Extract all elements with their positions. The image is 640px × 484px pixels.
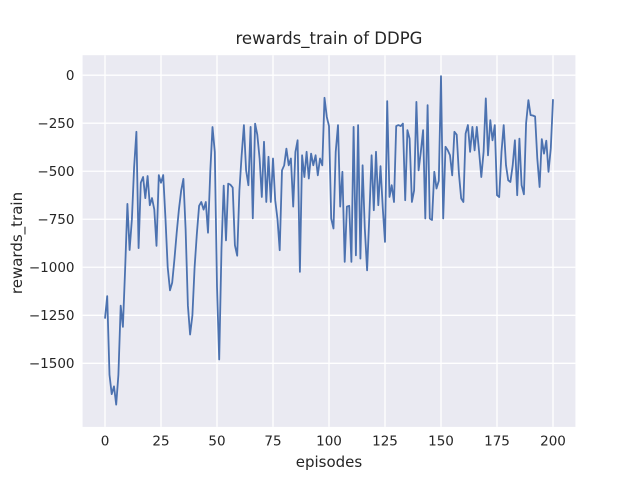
y-axis-label: rewards_train	[8, 192, 27, 294]
x-tick-label: 0	[101, 434, 110, 450]
x-tick-label: 150	[428, 434, 454, 450]
x-tick-label: 25	[152, 434, 169, 450]
y-tick-label: −1250	[29, 308, 75, 324]
x-tick-label: 100	[316, 434, 342, 450]
x-tick-labels: 0 25 50 75 100 125 150 175 200	[101, 434, 566, 450]
chart-title: rewards_train of DDPG	[236, 29, 423, 49]
x-tick-label: 175	[484, 434, 510, 450]
y-tick-label: 0	[66, 68, 75, 84]
x-axis-label: episodes	[296, 453, 363, 471]
x-tick-label: 75	[264, 434, 281, 450]
series-line-rewards-train	[104, 75, 554, 406]
y-tick-label: −500	[37, 164, 74, 180]
y-tick-labels: 0 −250 −500 −750 −1000 −1250 −1500	[29, 68, 75, 372]
y-tick-label: −250	[37, 116, 74, 132]
x-tick-label: 50	[208, 434, 225, 450]
x-tick-label: 200	[540, 434, 566, 450]
y-tick-label: −1000	[29, 260, 75, 276]
y-tick-label: −1500	[29, 356, 75, 372]
x-tick-label: 125	[372, 434, 398, 450]
y-tick-label: −750	[37, 212, 74, 228]
